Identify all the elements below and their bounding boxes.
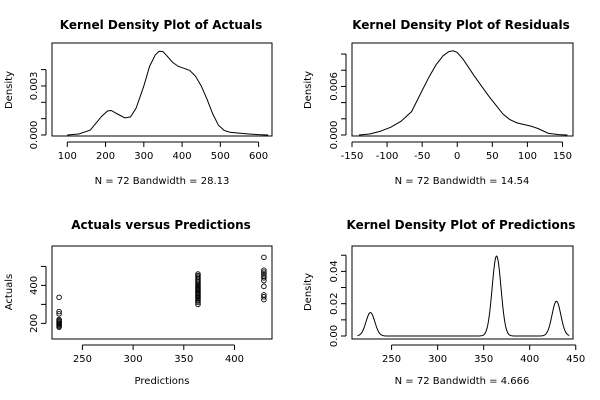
data-point bbox=[56, 316, 62, 323]
y-axis: 200 400 bbox=[29, 265, 47, 333]
x-tick-label: 350 bbox=[174, 354, 193, 365]
y-tick-label: 0.003 bbox=[29, 72, 40, 101]
y-axis-label: Density bbox=[303, 273, 314, 311]
data-point bbox=[56, 294, 62, 301]
x-tick-label: 200 bbox=[96, 151, 115, 162]
plot-frame bbox=[51, 42, 273, 137]
x-tick-label: 100 bbox=[518, 151, 537, 162]
x-tick-label: 0 bbox=[454, 151, 460, 162]
y-tick-label: 0.04 bbox=[329, 260, 340, 282]
data-point bbox=[261, 283, 267, 290]
x-tick-label: 400 bbox=[520, 354, 539, 365]
y-tick-label: 0.00 bbox=[329, 325, 340, 347]
plot-frame bbox=[351, 42, 574, 137]
panel-predictions-density: Kernel Density Plot of Predictions 250 30… bbox=[303, 218, 585, 387]
x-axis-label: Predictions bbox=[135, 376, 190, 387]
y-tick-label: 400 bbox=[29, 276, 40, 295]
data-point bbox=[261, 267, 267, 273]
plot-frame bbox=[351, 245, 574, 340]
y-axis-label: Actuals bbox=[4, 274, 15, 311]
data-point bbox=[56, 311, 62, 317]
x-tick-label: -50 bbox=[414, 151, 430, 162]
data-point bbox=[195, 271, 201, 277]
data-point bbox=[261, 275, 267, 281]
data-point bbox=[261, 294, 267, 300]
x-tick-label: 150 bbox=[553, 151, 572, 162]
x-axis-label: N = 72 Bandwidth = 28.13 bbox=[95, 176, 230, 187]
x-tick-label: 350 bbox=[474, 354, 493, 365]
x-tick-label: 300 bbox=[134, 151, 153, 162]
x-tick-label: 250 bbox=[73, 354, 92, 365]
x-tick-label: 400 bbox=[225, 354, 244, 365]
density-curve bbox=[67, 50, 269, 136]
y-tick-label: 0.006 bbox=[329, 72, 340, 101]
y-axis: 0.000 0.006 bbox=[329, 53, 347, 150]
panel-title: Kernel Density Plot of Residuals bbox=[352, 18, 570, 32]
data-point bbox=[261, 269, 267, 275]
y-tick-label: 0.000 bbox=[329, 121, 340, 150]
density-curve bbox=[357, 255, 570, 337]
x-tick-label: 400 bbox=[173, 151, 192, 162]
x-axis: 250 300 350 400 450 bbox=[382, 344, 585, 365]
plot-frame bbox=[51, 245, 273, 340]
x-tick-label: 100 bbox=[58, 151, 77, 162]
density-curve bbox=[358, 50, 568, 136]
x-tick-label: -150 bbox=[341, 151, 364, 162]
x-axis: 250 300 350 400 bbox=[73, 344, 244, 365]
x-axis-label: N = 72 Bandwidth = 4.666 bbox=[395, 376, 530, 387]
panel-actuals-vs-predictions: Actuals versus Predictions 250 300 350 400 … bbox=[4, 218, 273, 387]
data-point bbox=[261, 292, 267, 298]
data-point bbox=[261, 271, 267, 277]
scatter-points bbox=[56, 254, 267, 330]
data-point bbox=[56, 308, 62, 315]
data-point bbox=[195, 272, 201, 279]
x-tick-label: 250 bbox=[382, 354, 401, 365]
y-tick-label: 0.000 bbox=[29, 121, 40, 150]
panel-actuals-density: Kernel Density Plot of Actuals 100 200 300… bbox=[4, 18, 273, 187]
x-axis: -150 -100 -50 0 50 100 150 bbox=[341, 141, 572, 162]
panel-title: Actuals versus Predictions bbox=[71, 218, 251, 232]
panel-title: Kernel Density Plot of Predictions bbox=[347, 218, 576, 232]
x-tick-label: 450 bbox=[566, 354, 585, 365]
x-tick-label: 50 bbox=[486, 151, 499, 162]
panel-residuals-density: Kernel Density Plot of Residuals -150 -10… bbox=[303, 18, 574, 187]
x-axis-label: N = 72 Bandwidth = 14.54 bbox=[395, 176, 530, 187]
x-tick-label: 600 bbox=[249, 151, 268, 162]
x-axis: 100 200 300 400 500 600 bbox=[58, 141, 268, 162]
y-tick-label: 0.02 bbox=[329, 293, 340, 315]
data-point bbox=[261, 273, 267, 279]
y-tick-label: 200 bbox=[29, 314, 40, 333]
y-axis-label: Density bbox=[303, 71, 314, 109]
data-point bbox=[195, 274, 201, 280]
x-tick-label: 500 bbox=[211, 151, 230, 162]
data-point bbox=[261, 254, 267, 261]
panel-title: Kernel Density Plot of Actuals bbox=[60, 18, 263, 32]
y-axis: 0.00 0.02 0.04 bbox=[329, 254, 347, 347]
x-tick-label: -100 bbox=[376, 151, 399, 162]
y-axis-label: Density bbox=[4, 71, 15, 109]
x-tick-label: 300 bbox=[124, 354, 143, 365]
x-tick-label: 300 bbox=[428, 354, 447, 365]
y-axis: 0.000 0.003 bbox=[29, 69, 47, 150]
